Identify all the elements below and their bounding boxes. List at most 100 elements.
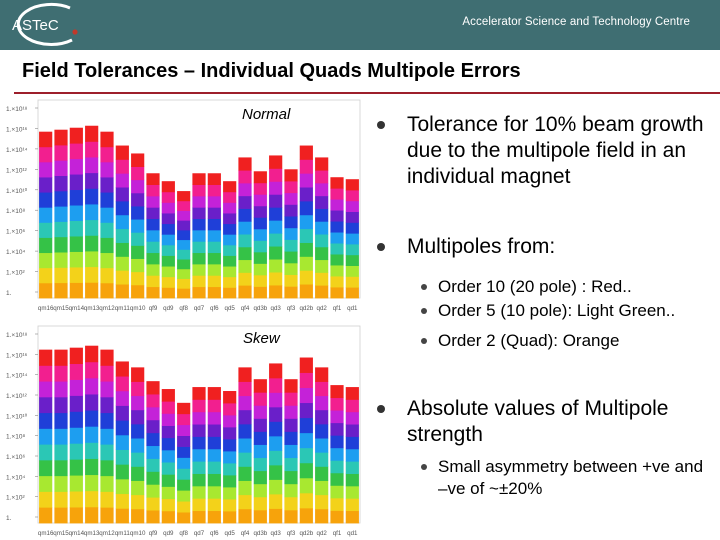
- bar-segment: [345, 190, 359, 202]
- bullet-dot-icon: [421, 338, 427, 344]
- bar-segment: [253, 251, 267, 264]
- bar-segment: [223, 391, 237, 404]
- bar-qd5: [223, 391, 237, 524]
- bar-segment: [131, 166, 145, 181]
- bar-segment: [223, 213, 237, 225]
- bar-segment: [299, 187, 313, 202]
- bar-segment: [253, 509, 267, 524]
- bar-segment: [69, 267, 83, 283]
- bar-segment: [253, 263, 267, 276]
- bar-segment: [299, 402, 313, 419]
- bar-qf4: [238, 367, 252, 524]
- x-tick-label: qd2: [317, 305, 328, 312]
- y-tick-label: 1.×10⁴: [6, 474, 25, 481]
- y-tick-label: 1.×10⁶: [6, 454, 25, 461]
- bar-segment: [330, 243, 344, 255]
- bar-segment: [330, 397, 344, 411]
- bar-segment: [192, 286, 206, 299]
- bar-segment: [161, 276, 175, 288]
- x-tick-label: qd3: [271, 530, 282, 537]
- bar-segment: [299, 432, 313, 449]
- bar-qm15: [54, 349, 68, 524]
- bar-segment: [330, 276, 344, 288]
- bar-segment: [207, 173, 221, 185]
- bar-segment: [299, 270, 313, 285]
- bar-segment: [223, 255, 237, 267]
- bar-segment: [69, 443, 83, 460]
- bar-segment: [146, 394, 160, 408]
- bar-segment: [284, 181, 298, 194]
- bar-segment: [223, 244, 237, 256]
- bar-segment: [299, 477, 313, 494]
- bar-segment: [269, 464, 283, 480]
- bar-segment: [330, 385, 344, 399]
- bar-segment: [177, 200, 191, 211]
- bar-qm11: [115, 145, 129, 299]
- bar-segment: [315, 182, 329, 197]
- bar-segment: [207, 510, 221, 524]
- bar-segment: [131, 438, 145, 453]
- bar-segment: [238, 466, 252, 481]
- bar-qf3: [284, 379, 298, 524]
- bar-segment: [39, 177, 53, 193]
- bar-segment: [161, 255, 175, 267]
- logo-text: ASTeC: [12, 17, 59, 34]
- bar-segment: [131, 452, 145, 467]
- bar-segment: [85, 490, 99, 508]
- bar-segment: [115, 228, 129, 243]
- bar-segment: [192, 485, 206, 499]
- bar-segment: [284, 444, 298, 459]
- bar-segment: [69, 427, 83, 444]
- bar-segment: [299, 159, 313, 174]
- bar-segment: [315, 285, 329, 299]
- bar-segment: [54, 491, 68, 508]
- bar-segment: [54, 412, 68, 429]
- bar-segment: [207, 473, 221, 487]
- bar-segment: [39, 459, 53, 477]
- x-tick-label: qd5: [225, 530, 236, 537]
- bar-segment: [69, 236, 83, 252]
- bar-segment: [192, 448, 206, 462]
- x-tick-label: qd2b: [299, 530, 313, 537]
- bar-segment: [146, 458, 160, 472]
- bar-segment: [100, 428, 114, 445]
- bar-segment: [85, 204, 99, 221]
- bar-segment: [238, 423, 252, 439]
- bar-segment: [192, 195, 206, 208]
- bar-segment: [315, 195, 329, 209]
- bar-segment: [161, 486, 175, 500]
- bullet-dot-icon: [421, 308, 427, 314]
- bar-segment: [69, 143, 83, 160]
- bullet-absolute-values: Absolute values of Multipole strength: [376, 396, 716, 448]
- bar-segment: [131, 245, 145, 259]
- bar-segment: [131, 192, 145, 207]
- bar-segment: [299, 447, 313, 464]
- x-tick-label: qm12: [99, 530, 115, 537]
- bar-segment: [238, 221, 252, 235]
- bar-segment: [330, 410, 344, 424]
- bar-segment: [115, 242, 129, 257]
- bar-segment: [238, 272, 252, 286]
- bar-segment: [177, 512, 191, 524]
- bar-segment: [115, 173, 129, 188]
- bar-segment: [85, 506, 99, 524]
- bar-segment: [54, 349, 68, 366]
- bar-segment: [238, 452, 252, 467]
- bar-segment: [315, 438, 329, 453]
- bar-segment: [100, 177, 114, 193]
- bar-segment: [284, 418, 298, 432]
- bar-segment: [177, 479, 191, 491]
- bar-segment: [100, 491, 114, 508]
- bar-segment: [192, 436, 206, 450]
- bar-segment: [299, 200, 313, 216]
- bar-segment: [315, 170, 329, 184]
- bar-segment: [299, 173, 313, 188]
- bar-segment: [284, 251, 298, 264]
- x-tick-label: qm13: [84, 530, 100, 537]
- bar-qd2b: [299, 145, 313, 299]
- bar-segment: [85, 394, 99, 411]
- bar-segment: [69, 475, 83, 492]
- bar-segment: [315, 272, 329, 286]
- bar-segment: [284, 274, 298, 287]
- bar-segment: [161, 244, 175, 256]
